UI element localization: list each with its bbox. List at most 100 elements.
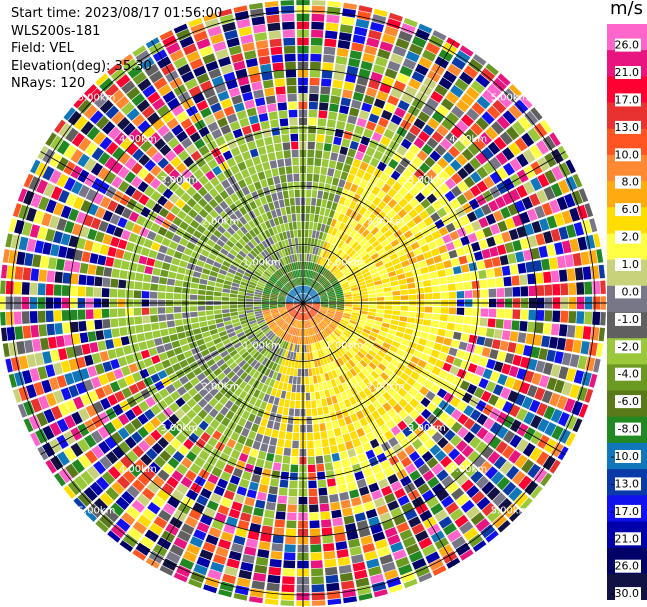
velocity-gate xyxy=(226,226,236,236)
velocity-gate xyxy=(351,346,359,354)
velocity-gate xyxy=(168,181,180,193)
velocity-gate xyxy=(372,64,386,75)
velocity-gate xyxy=(558,324,568,337)
velocity-gate xyxy=(287,334,292,342)
velocity-gate xyxy=(162,175,174,187)
velocity-gate xyxy=(319,341,325,349)
velocity-gate xyxy=(179,237,189,247)
velocity-gate xyxy=(491,256,501,267)
velocity-gate xyxy=(229,264,238,271)
velocity-gate xyxy=(463,431,475,444)
velocity-gate xyxy=(350,220,358,229)
velocity-gate xyxy=(432,285,440,293)
velocity-gate xyxy=(304,304,311,310)
velocity-gate xyxy=(241,186,250,196)
velocity-gate xyxy=(249,281,257,287)
velocity-gate xyxy=(222,313,231,318)
velocity-gate xyxy=(304,237,308,246)
velocity-gate xyxy=(576,311,585,324)
velocity-gate xyxy=(203,12,218,22)
velocity-gate xyxy=(387,234,397,243)
velocity-gate xyxy=(473,345,484,355)
velocity-gate xyxy=(233,5,248,13)
velocity-gate xyxy=(293,301,301,303)
ring-label: 2.00km xyxy=(367,382,405,393)
velocity-gate xyxy=(273,175,281,185)
velocity-gate xyxy=(147,481,160,494)
velocity-gate xyxy=(370,346,379,354)
velocity-gate xyxy=(352,193,361,203)
velocity-gate xyxy=(128,334,138,344)
velocity-gate xyxy=(508,365,519,378)
velocity-gate xyxy=(432,306,441,314)
velocity-gate xyxy=(342,163,351,173)
velocity-gate xyxy=(115,95,130,110)
velocity-gate xyxy=(303,304,307,312)
velocity-gate xyxy=(489,171,502,185)
velocity-gate xyxy=(455,50,471,64)
colorbar-tick-label: 10.0 xyxy=(615,148,640,161)
velocity-gate xyxy=(304,295,310,302)
velocity-gate xyxy=(271,168,279,177)
velocity-gate xyxy=(267,103,277,113)
velocity-gate xyxy=(282,215,288,224)
velocity-gate xyxy=(320,223,326,232)
velocity-gate xyxy=(424,438,436,450)
velocity-gate xyxy=(331,369,338,379)
velocity-gate xyxy=(163,200,175,211)
velocity-gate xyxy=(435,335,445,344)
velocity-gate xyxy=(454,514,469,528)
velocity-gate xyxy=(126,108,140,121)
velocity-gate xyxy=(80,470,94,485)
velocity-gate xyxy=(309,319,313,327)
velocity-gate xyxy=(535,360,546,373)
velocity-gate xyxy=(328,305,337,308)
velocity-gate xyxy=(500,206,511,219)
velocity-gate xyxy=(345,340,353,348)
velocity-gate xyxy=(390,114,403,126)
velocity-gate xyxy=(277,406,284,415)
velocity-gate xyxy=(341,233,349,242)
velocity-gate xyxy=(512,239,522,252)
velocity-gate xyxy=(99,351,110,362)
velocity-gate xyxy=(485,213,497,225)
velocity-gate xyxy=(367,223,376,232)
velocity-gate xyxy=(558,269,568,282)
velocity-gate xyxy=(463,281,472,290)
velocity-gate xyxy=(270,119,279,128)
velocity-gate xyxy=(307,270,311,278)
velocity-gate xyxy=(54,323,63,335)
velocity-gate xyxy=(237,179,247,189)
velocity-gate xyxy=(175,432,187,444)
velocity-gate xyxy=(309,376,314,385)
velocity-gate xyxy=(277,102,287,111)
velocity-gate xyxy=(255,245,263,253)
velocity-gate xyxy=(491,339,501,350)
velocity-gate xyxy=(460,479,474,492)
velocity-gate xyxy=(376,376,385,385)
velocity-gate xyxy=(456,194,468,206)
velocity-gate xyxy=(290,327,295,335)
velocity-gate xyxy=(172,379,183,390)
velocity-gate xyxy=(311,190,318,198)
velocity-gate xyxy=(472,54,487,66)
velocity-gate xyxy=(289,343,293,351)
velocity-gate xyxy=(295,278,299,286)
velocity-gate xyxy=(306,197,311,206)
velocity-gate xyxy=(393,80,406,92)
velocity-gate xyxy=(102,233,113,245)
velocity-gate xyxy=(128,363,139,374)
velocity-gate xyxy=(156,170,168,182)
velocity-gate xyxy=(350,317,358,322)
velocity-gate xyxy=(534,205,546,219)
velocity-gate xyxy=(109,288,118,298)
velocity-gate xyxy=(86,465,100,480)
azimuth-line xyxy=(302,302,566,455)
velocity-gate xyxy=(213,291,222,297)
velocity-gate xyxy=(314,247,320,255)
velocity-gate xyxy=(488,288,497,298)
velocity-gate xyxy=(285,432,293,440)
velocity-gate xyxy=(451,105,465,119)
colorbar-tick-bg xyxy=(615,66,641,79)
velocity-gate xyxy=(328,293,336,297)
